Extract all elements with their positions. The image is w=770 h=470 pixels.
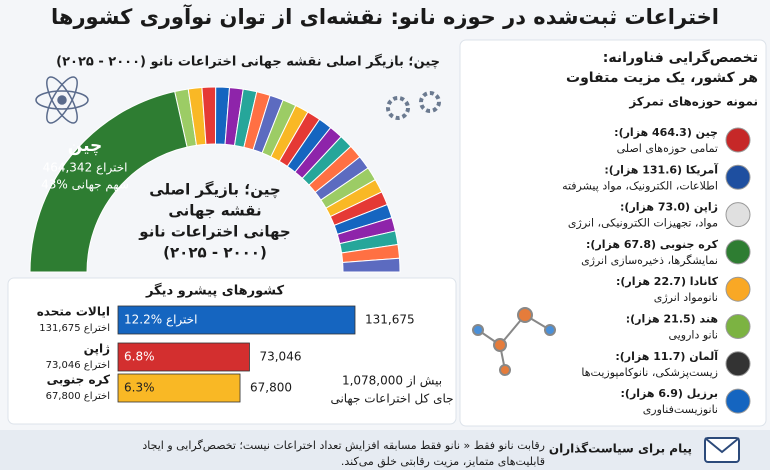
gauge-caption: نقشه جهانی [168,202,261,220]
title: اختراعات ثبت‌شده در حوزه نانو: نقشه‌ای ا… [51,4,719,29]
country-focus: نانومواد انرژی [654,291,718,304]
bar-share-label: 12.2% اختراع [124,313,197,328]
specialization-heading: هر کشور، یک مزیت متفاوت [566,70,758,86]
country-icon [725,388,751,414]
gauge-value: 464,342 اختراع [43,160,128,175]
bar-category: ایالات متحده [37,305,110,319]
molecule-icon [472,307,556,376]
country-icon [725,127,751,153]
country-focus: اطلاعات، الکترونیک، مواد پیشرفته [562,179,718,192]
footer-text: قابلیت‌های متمایز، مزیت رقابتی خلق می‌کن… [341,455,545,469]
annotation: جای کل اختراعات جهانی [330,392,453,407]
bar-value-label: 131,675 [365,313,415,327]
country-name: آمریکا (131.6 هزار): [604,162,718,176]
bar-value-label: 67,800 [250,381,292,395]
country-name: ژاپن (73.0 هزار): [620,201,718,214]
country-name: کره جنوبی (67.8 هزار): [586,238,719,251]
bar [117,342,250,372]
footer [0,430,770,470]
footer-text: رقابت نانو فقط « نانو فقط مسابقه افزایش … [142,439,545,452]
country-icon [725,276,751,302]
country-icon [725,314,751,339]
bar-share-label: 6.3% [124,381,155,395]
country-name: چین (464.3 هزار): [614,126,718,139]
gauge-arc [29,90,188,273]
specialization-panel [459,39,767,427]
envelope-icon [704,437,740,454]
bar [117,373,241,403]
gauge-decoration [342,257,401,273]
bar [117,305,356,335]
country-focus: مواد، تجهیزات الکترونیکی، انرژی [568,217,718,230]
bar-share-label: 6.8% [124,350,155,364]
gear-icon [386,91,441,120]
gauge-share: 43% سهم جهانی [41,177,129,191]
gauge-label: چین [68,136,103,156]
bar-category: کره جنوبی [47,373,110,388]
bar-value-label: 73,046 [259,350,301,364]
country-name: کانادا (22.7 هزار): [616,275,719,288]
atom-icon [35,76,89,124]
country-focus: تمامی حوزه‌های اصلی [617,142,718,155]
specialization-subheading: نمونه حوزه‌های تمرکز [628,95,758,110]
specialization-heading: تخصص‌گرایی فناورانه: [603,49,758,66]
country-focus: نانوزیست‌فناوری [643,403,718,416]
footer-heading: پیام برای سیاست‌گذاران [549,442,692,457]
country-name: برزیل (6.9 هزار): [621,387,718,400]
country-focus: نانو دارویی [669,329,718,342]
gauge-caption: (۲۰۰۰ - ۲۰۲۵) [163,244,267,262]
country-icon [725,164,751,190]
bar-category: ژاپن [84,342,110,356]
country-icon [725,351,751,377]
bar-sublabel: 131,675 اختراع [39,323,110,334]
country-focus: زیست‌پزشکی، نانوکامپوزیت‌ها [581,366,718,379]
country-icon [725,202,751,228]
bar-sublabel: 73,046 اختراع [46,360,110,371]
gauge-caption: جهانی اختراعات نانو [138,223,290,241]
bar-sublabel: 67,800 اختراع [46,391,110,402]
country-focus: نمایشگرها، ذخیره‌سازی انرژی [581,254,718,267]
gauge-heading: چین؛ بازیگر اصلی نقشه جهانی اختراعات نان… [56,54,440,70]
country-icon [725,239,751,265]
country-name: هند (21.5 هزار): [626,313,718,326]
country-name: آلمان (11.7 هزار): [615,349,718,363]
annotation: بیش از 1,078,000 [342,374,442,389]
gauge-caption: چین؛ بازیگر اصلی [149,181,280,200]
bar-title: کشورهای پیشرو دیگر [145,283,285,299]
